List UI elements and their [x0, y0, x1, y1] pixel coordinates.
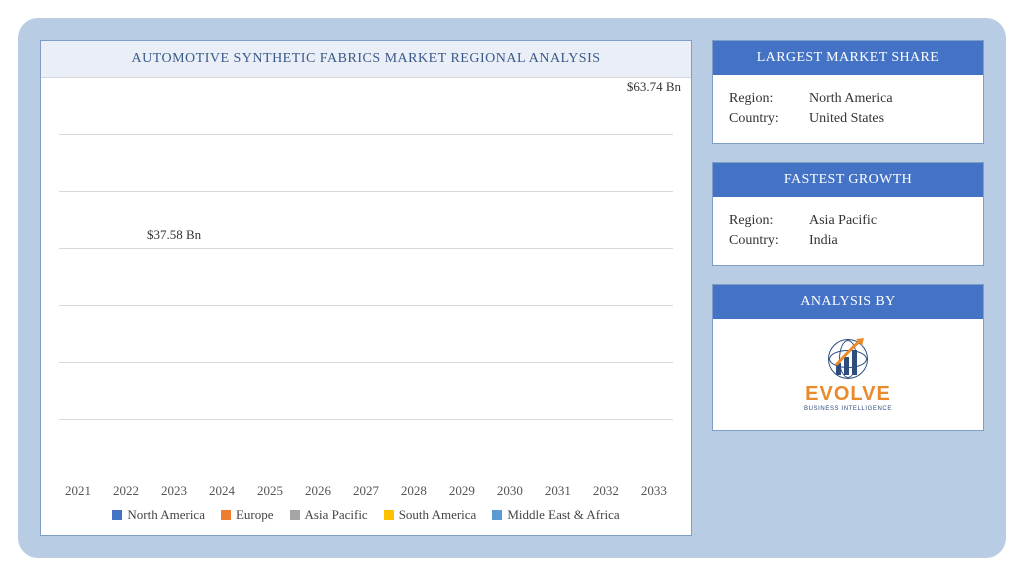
- legend-item: South America: [384, 507, 477, 523]
- callout-label: $37.58 Bn: [147, 227, 201, 243]
- x-tick: 2024: [203, 483, 241, 499]
- x-tick: 2030: [491, 483, 529, 499]
- legend-item: North America: [112, 507, 205, 523]
- x-tick: 2028: [395, 483, 433, 499]
- legend-label: Europe: [236, 507, 274, 523]
- region-value: North America: [809, 91, 893, 107]
- logo-container: EVOLVE BUSINESS INTELLIGENCE: [713, 319, 983, 430]
- card-title: FASTEST GROWTH: [713, 163, 983, 197]
- region-label: Region:: [729, 213, 799, 229]
- x-tick: 2026: [299, 483, 337, 499]
- chart-plot-area: 27%23% $37.58 Bn $63.74 Bn: [41, 78, 691, 477]
- x-tick: 2031: [539, 483, 577, 499]
- legend-label: North America: [127, 507, 205, 523]
- bar-group: 27%23%: [59, 78, 673, 477]
- percent-label: 23%: [635, 462, 673, 477]
- legend-label: Asia Pacific: [305, 507, 368, 523]
- callout-label: $63.74 Bn: [627, 79, 681, 95]
- country-value: India: [809, 233, 838, 249]
- x-tick: 2021: [59, 483, 97, 499]
- legend-item: Asia Pacific: [290, 507, 368, 523]
- logo-graphic-icon: [818, 333, 878, 381]
- legend-swatch: [384, 510, 394, 520]
- legend-swatch: [112, 510, 122, 520]
- x-axis: 2021 2022 2023 2024 2025 2026 2027 2028 2029 2030…: [41, 477, 691, 499]
- legend-swatch: [492, 510, 502, 520]
- legend-label: Middle East & Africa: [507, 507, 619, 523]
- card-title: LARGEST MARKET SHARE: [713, 41, 983, 75]
- country-row: Country: India: [729, 233, 967, 249]
- x-tick: 2033: [635, 483, 673, 499]
- x-tick: 2032: [587, 483, 625, 499]
- region-label: Region:: [729, 91, 799, 107]
- side-panels: LARGEST MARKET SHARE Region: North Ameri…: [712, 40, 984, 536]
- logo-text: EVOLVE: [805, 383, 891, 406]
- x-tick: 2025: [251, 483, 289, 499]
- chart-legend: North America Europe Asia Pacific South Ame…: [41, 499, 691, 535]
- x-tick: 2027: [347, 483, 385, 499]
- analysis-by-card: ANALYSIS BY EVOLVE BUSINESS INTELLIGENCE: [712, 284, 984, 431]
- legend-item: Europe: [221, 507, 274, 523]
- largest-market-card: LARGEST MARKET SHARE Region: North Ameri…: [712, 40, 984, 144]
- chart-title: AUTOMOTIVE SYNTHETIC FABRICS MARKET REGI…: [41, 41, 691, 78]
- region-row: Region: Asia Pacific: [729, 213, 967, 229]
- country-value: United States: [809, 111, 884, 127]
- card-body: Region: North America Country: United St…: [713, 75, 983, 143]
- country-label: Country:: [729, 233, 799, 249]
- legend-swatch: [290, 510, 300, 520]
- country-row: Country: United States: [729, 111, 967, 127]
- x-tick: 2023: [155, 483, 193, 499]
- card-body: Region: Asia Pacific Country: India: [713, 197, 983, 265]
- x-tick: 2029: [443, 483, 481, 499]
- country-label: Country:: [729, 111, 799, 127]
- infographic-container: AUTOMOTIVE SYNTHETIC FABRICS MARKET REGI…: [18, 18, 1006, 558]
- legend-label: South America: [399, 507, 477, 523]
- card-title: ANALYSIS BY: [713, 285, 983, 319]
- x-tick: 2022: [107, 483, 145, 499]
- logo-subtext: BUSINESS INTELLIGENCE: [804, 406, 892, 412]
- arrow-icon: [832, 335, 868, 371]
- region-value: Asia Pacific: [809, 213, 877, 229]
- evolve-logo: EVOLVE BUSINESS INTELLIGENCE: [804, 333, 892, 412]
- fastest-growth-card: FASTEST GROWTH Region: Asia Pacific Coun…: [712, 162, 984, 266]
- chart-panel: AUTOMOTIVE SYNTHETIC FABRICS MARKET REGI…: [40, 40, 692, 536]
- region-row: Region: North America: [729, 91, 967, 107]
- legend-swatch: [221, 510, 231, 520]
- legend-item: Middle East & Africa: [492, 507, 619, 523]
